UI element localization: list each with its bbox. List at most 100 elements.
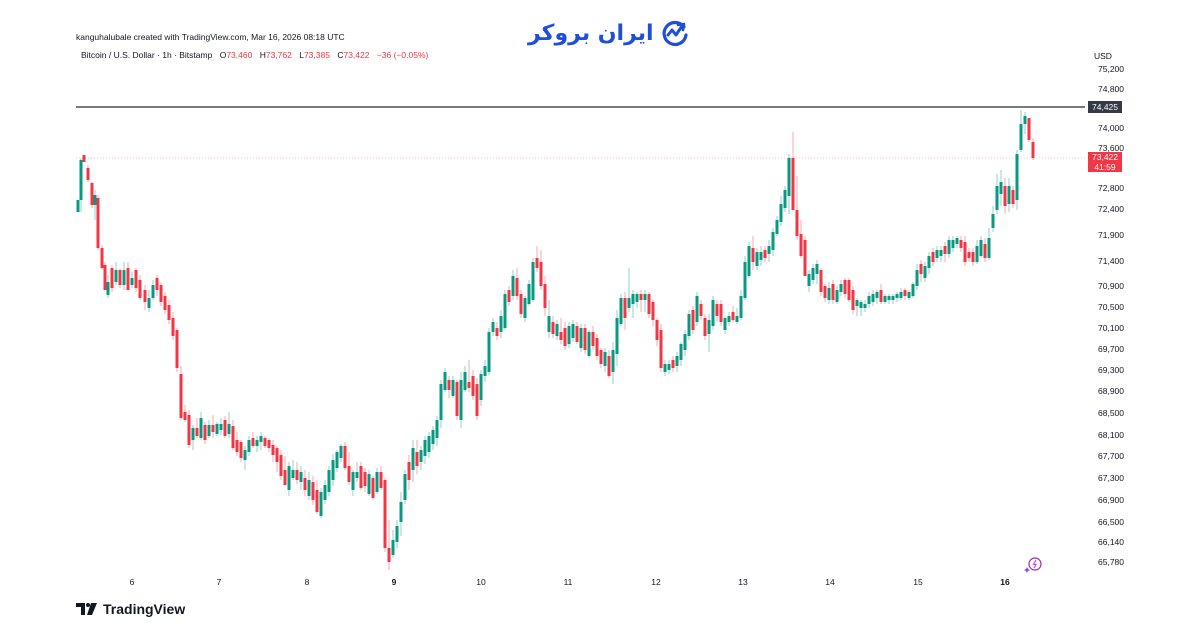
candle xyxy=(379,466,383,490)
candle xyxy=(895,292,899,302)
candle xyxy=(671,356,675,372)
candle xyxy=(695,292,699,326)
candle xyxy=(875,290,879,304)
candle xyxy=(535,246,539,272)
candle xyxy=(847,278,851,302)
candle xyxy=(79,158,83,212)
low-value: 73,385 xyxy=(303,50,330,60)
candle xyxy=(727,312,731,326)
candle xyxy=(143,285,147,310)
candle xyxy=(126,262,130,290)
candle xyxy=(1027,118,1031,142)
candle xyxy=(995,174,999,214)
candle xyxy=(803,236,807,276)
candle xyxy=(595,334,599,360)
candle xyxy=(387,520,391,570)
candle xyxy=(100,245,104,270)
candle xyxy=(491,318,495,336)
candle xyxy=(975,240,979,264)
candle xyxy=(863,300,867,312)
candle xyxy=(583,324,587,354)
candle xyxy=(979,236,983,258)
candle xyxy=(899,288,903,300)
candle xyxy=(263,436,267,448)
candle xyxy=(199,412,203,440)
candle xyxy=(138,275,142,300)
candle xyxy=(591,326,595,350)
candle xyxy=(791,132,795,210)
candle xyxy=(483,360,487,382)
price-axis-label: 73,600 xyxy=(1098,143,1124,153)
candle xyxy=(911,282,915,298)
candlestick-chart[interactable] xyxy=(0,0,1085,600)
candle xyxy=(463,366,467,392)
price-axis-label: 66,500 xyxy=(1098,517,1124,527)
candle xyxy=(523,296,527,322)
candle xyxy=(147,290,151,312)
candle xyxy=(259,432,263,450)
price-axis[interactable]: 75,200 74,800 74,000 73,600 72,800 72,400 71,9… xyxy=(1085,0,1135,600)
candle xyxy=(611,342,615,384)
change-value: −36 (−0.05%) xyxy=(376,50,429,60)
candle xyxy=(563,322,567,350)
candle xyxy=(651,300,655,326)
candle xyxy=(235,432,239,456)
candle xyxy=(1007,178,1011,212)
candle xyxy=(96,195,100,250)
candle xyxy=(571,320,575,342)
candle xyxy=(703,314,707,340)
candle xyxy=(159,282,163,306)
candle xyxy=(991,206,995,232)
candle xyxy=(787,154,791,214)
candle xyxy=(203,422,207,444)
candle xyxy=(447,376,451,398)
candle xyxy=(243,446,247,470)
candle xyxy=(655,318,659,346)
candle xyxy=(1011,186,1015,208)
candle xyxy=(399,492,403,536)
price-axis-label: 74,000 xyxy=(1098,123,1124,133)
candle xyxy=(999,170,1003,206)
candle xyxy=(239,440,243,462)
candle xyxy=(643,290,647,312)
open-value: 73,460 xyxy=(226,50,253,60)
candle xyxy=(987,228,991,260)
candle xyxy=(1003,178,1007,214)
candle xyxy=(855,298,859,316)
candle xyxy=(347,452,351,485)
spark-icon[interactable] xyxy=(1024,556,1044,574)
candle xyxy=(103,262,107,290)
price-axis-label: 75,200 xyxy=(1098,64,1124,74)
last-price-tag: 73,422 41:59 xyxy=(1088,152,1122,172)
candle xyxy=(843,278,847,298)
candle xyxy=(627,268,631,312)
candle xyxy=(423,436,427,464)
candle xyxy=(307,472,311,500)
candle xyxy=(883,294,887,304)
candle xyxy=(719,300,723,326)
candle xyxy=(291,460,295,480)
candle xyxy=(575,322,579,344)
candle xyxy=(251,432,255,448)
candle xyxy=(343,442,347,470)
price-axis-label: 69,300 xyxy=(1098,365,1124,375)
candle xyxy=(823,284,827,302)
candle xyxy=(647,292,651,318)
candle xyxy=(114,262,118,285)
candle xyxy=(579,324,583,352)
candle xyxy=(951,236,955,252)
candle xyxy=(215,422,219,436)
candle xyxy=(779,196,783,226)
candle xyxy=(967,248,971,262)
candle xyxy=(231,420,235,450)
candle xyxy=(747,242,751,278)
candle xyxy=(427,432,431,458)
price-axis-label: 65,780 xyxy=(1098,557,1124,567)
candle xyxy=(227,412,231,438)
time-axis-label: 15 xyxy=(913,577,923,587)
candle xyxy=(431,426,435,450)
high-value: 73,762 xyxy=(265,50,292,60)
candle xyxy=(283,456,287,486)
candle xyxy=(679,342,683,366)
price-axis-label: 68,500 xyxy=(1098,408,1124,418)
